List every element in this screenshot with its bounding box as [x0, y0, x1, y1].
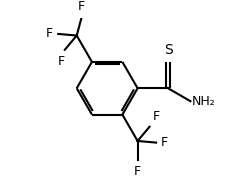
Text: F: F: [78, 0, 85, 12]
Text: F: F: [153, 109, 160, 122]
Text: F: F: [58, 55, 65, 68]
Text: F: F: [134, 165, 141, 178]
Text: F: F: [161, 136, 168, 149]
Text: S: S: [164, 43, 172, 57]
Text: NH₂: NH₂: [192, 95, 216, 108]
Text: F: F: [46, 27, 53, 40]
